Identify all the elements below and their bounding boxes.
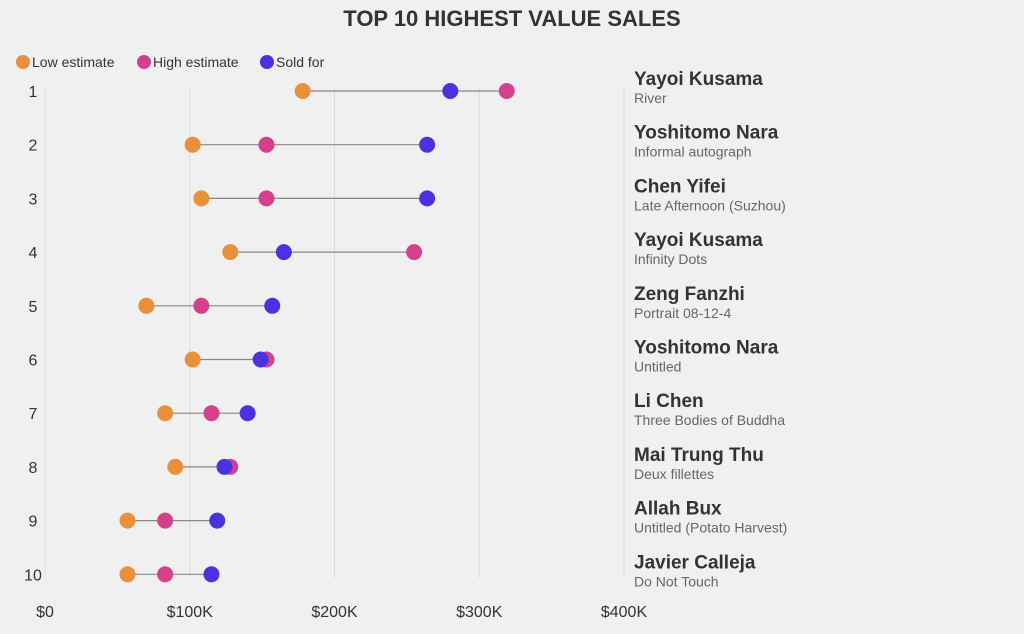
x-tick-label: $400K: [601, 604, 648, 621]
artist-name: Javier Calleja: [634, 552, 756, 573]
artist-name: Allah Bux: [634, 499, 722, 520]
artist-name: Li Chen: [634, 391, 704, 412]
high-estimate-dot[interactable]: [157, 566, 174, 583]
sold-for-dot[interactable]: [264, 297, 281, 314]
artwork-title: River: [634, 90, 667, 106]
legend-label-low: Low estimate: [32, 54, 115, 70]
low-estimate-dot[interactable]: [157, 405, 174, 422]
rank-label: 3: [29, 191, 38, 208]
rank-label: 5: [29, 299, 38, 316]
high-estimate-dot[interactable]: [157, 512, 174, 529]
legend-marker-low: [16, 55, 30, 69]
low-estimate-dot[interactable]: [294, 83, 311, 99]
artist-name: Yayoi Kusama: [634, 69, 763, 90]
high-estimate-dot[interactable]: [406, 244, 423, 261]
sold-for-dot[interactable]: [275, 244, 292, 261]
sold-for-dot[interactable]: [419, 190, 436, 207]
artwork-title: Infinity Dots: [634, 251, 707, 267]
high-estimate-dot[interactable]: [193, 297, 210, 314]
high-estimate-dot[interactable]: [498, 83, 515, 99]
low-estimate-dot[interactable]: [222, 244, 239, 261]
legend-label-high: High estimate: [153, 54, 239, 70]
low-estimate-dot[interactable]: [193, 190, 210, 207]
x-tick-label: $200K: [311, 604, 358, 621]
x-tick-label: $300K: [456, 604, 503, 621]
rank-label: 10: [24, 567, 42, 584]
rank-label: 9: [29, 514, 38, 531]
artwork-title: Do Not Touch: [634, 573, 719, 589]
rank-label: 1: [29, 84, 38, 101]
legend: Low estimate High estimate Sold for: [16, 54, 325, 70]
artwork-title: Untitled: [634, 359, 681, 375]
sold-for-dot[interactable]: [209, 512, 226, 529]
artwork-title: Deux fillettes: [634, 466, 714, 482]
artist-name: Mai Trung Thu: [634, 445, 764, 466]
grid: $0 $100K $200K $300K $400K: [36, 88, 647, 621]
artist-name: Yoshitomo Nara: [634, 123, 779, 144]
rank-label: 4: [29, 245, 38, 262]
low-estimate-dot[interactable]: [184, 351, 201, 368]
low-estimate-dot[interactable]: [184, 136, 201, 153]
artwork-title: Informal autograph: [634, 144, 752, 160]
artwork-title: Portrait 08-12-4: [634, 305, 731, 321]
rank-label: 6: [29, 353, 38, 370]
sold-for-dot[interactable]: [239, 405, 256, 422]
artist-name: Chen Yifei: [634, 176, 726, 197]
high-estimate-dot[interactable]: [258, 136, 275, 153]
sold-for-dot[interactable]: [252, 351, 269, 368]
chart-title: TOP 10 HIGHEST VALUE SALES: [343, 6, 680, 31]
legend-marker-high: [137, 55, 151, 69]
low-estimate-dot[interactable]: [138, 297, 155, 314]
artist-name: Yayoi Kusama: [634, 230, 763, 251]
legend-marker-sold: [260, 55, 274, 69]
rank-label: 8: [29, 460, 38, 477]
artwork-title: Untitled (Potato Harvest): [634, 520, 787, 536]
low-estimate-dot[interactable]: [167, 458, 184, 475]
sold-for-dot[interactable]: [419, 136, 436, 153]
artwork-title: Late Afternoon (Suzhou): [634, 197, 786, 213]
sold-for-dot[interactable]: [203, 566, 220, 583]
low-estimate-dot[interactable]: [119, 512, 136, 529]
high-estimate-dot[interactable]: [203, 405, 220, 422]
rank-label: 2: [29, 138, 38, 155]
legend-label-sold: Sold for: [276, 54, 325, 70]
low-estimate-dot[interactable]: [119, 566, 136, 583]
artist-name: Yoshitomo Nara: [634, 338, 779, 359]
sold-for-dot[interactable]: [216, 458, 233, 475]
sold-for-dot[interactable]: [442, 83, 459, 99]
x-tick-label: $0: [36, 604, 54, 621]
artwork-title: Three Bodies of Buddha: [634, 412, 785, 428]
x-tick-label: $100K: [167, 604, 214, 621]
high-estimate-dot[interactable]: [258, 190, 275, 207]
artist-name: Zeng Fanzhi: [634, 284, 745, 305]
rank-label: 7: [29, 406, 38, 423]
